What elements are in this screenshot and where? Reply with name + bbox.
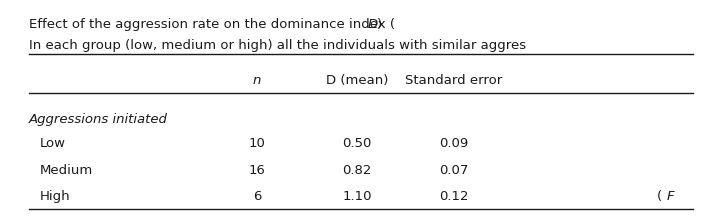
Text: (: (	[657, 190, 662, 203]
Text: D: D	[368, 18, 378, 31]
Text: 10: 10	[248, 137, 266, 150]
Text: 1.10: 1.10	[342, 190, 372, 203]
Text: 0.07: 0.07	[438, 164, 468, 177]
Text: High: High	[39, 190, 70, 203]
Text: D (mean): D (mean)	[326, 74, 388, 87]
Text: n: n	[253, 74, 261, 87]
Text: 0.12: 0.12	[438, 190, 468, 203]
Text: Aggressions initiated: Aggressions initiated	[29, 113, 168, 126]
Text: F: F	[666, 190, 674, 203]
Text: Low: Low	[39, 137, 65, 150]
Text: Effect of the aggression rate on the dominance index (: Effect of the aggression rate on the dom…	[29, 18, 395, 31]
Text: 0.82: 0.82	[342, 164, 372, 177]
Text: In each group (low, medium or high) all the individuals with similar aggres: In each group (low, medium or high) all …	[29, 39, 526, 52]
Text: 0.50: 0.50	[342, 137, 372, 150]
Text: Standard error: Standard error	[405, 74, 502, 87]
Text: 16: 16	[248, 164, 266, 177]
Text: ): )	[377, 18, 382, 31]
Text: 0.09: 0.09	[439, 137, 468, 150]
Text: 6: 6	[253, 190, 261, 203]
Text: Medium: Medium	[39, 164, 93, 177]
